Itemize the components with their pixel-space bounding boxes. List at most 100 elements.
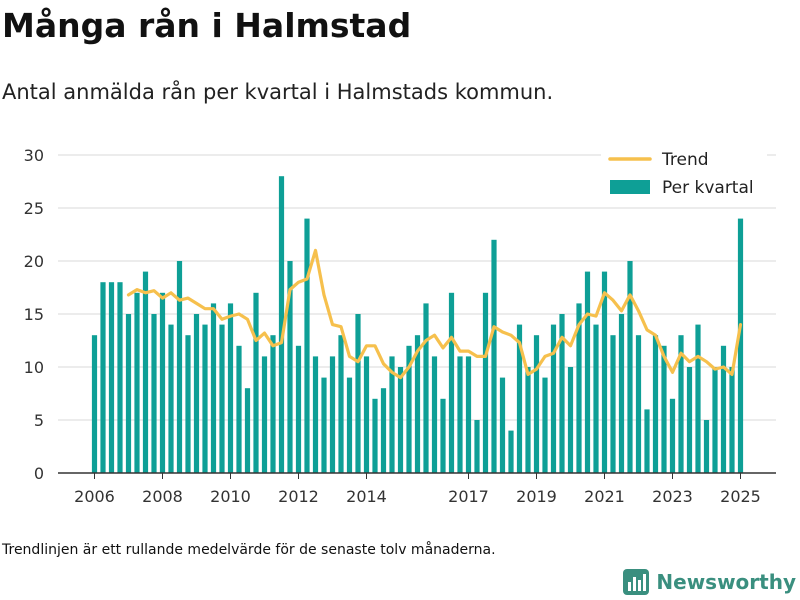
bar[interactable]	[261, 356, 268, 473]
bar[interactable]	[159, 292, 166, 473]
bar[interactable]	[482, 292, 489, 473]
bar[interactable]	[329, 356, 336, 473]
legend-bar-label: Per kvartal	[662, 178, 754, 198]
x-tick-label: 2014	[346, 487, 387, 506]
bar[interactable]	[185, 335, 191, 473]
bar[interactable]	[618, 314, 625, 473]
bar[interactable]	[720, 345, 727, 473]
bar[interactable]	[108, 282, 115, 473]
bar[interactable]	[397, 367, 404, 473]
bar[interactable]	[338, 335, 344, 473]
bar[interactable]	[567, 367, 574, 473]
bar[interactable]	[516, 324, 523, 473]
bar[interactable]	[91, 335, 98, 473]
bar[interactable]	[193, 314, 200, 473]
bar[interactable]	[601, 271, 608, 473]
bar[interactable]	[372, 398, 378, 473]
bar[interactable]	[168, 324, 174, 473]
y-tick-label: 0	[34, 464, 44, 483]
bars	[91, 176, 744, 473]
chart-subtitle: Antal anmälda rån per kvartal i Halmstad…	[2, 80, 554, 104]
bar[interactable]	[448, 292, 455, 473]
bar[interactable]	[278, 176, 285, 473]
bar[interactable]	[737, 218, 744, 473]
footnote: Trendlinjen är ett rullande medelvärde f…	[2, 542, 496, 558]
x-axis: 2006 2008 2010 2012 2014 2017 2019 2021 2023 2025	[58, 472, 776, 506]
bar[interactable]	[295, 345, 302, 473]
y-tick-label: 30	[24, 146, 44, 165]
bar-chart-icon	[623, 569, 650, 595]
bar[interactable]	[134, 292, 140, 473]
bar[interactable]	[584, 271, 591, 473]
bar[interactable]	[550, 324, 557, 473]
brand-logo[interactable]: Newsworthy	[622, 568, 796, 596]
bar[interactable]	[210, 303, 217, 473]
bar[interactable]	[703, 420, 710, 473]
bar[interactable]	[499, 377, 506, 473]
bar[interactable]	[312, 356, 319, 473]
bar[interactable]	[219, 324, 225, 473]
bar[interactable]	[644, 409, 650, 473]
bar[interactable]	[176, 261, 183, 473]
bar[interactable]	[227, 303, 234, 473]
bar[interactable]	[151, 314, 157, 473]
bar[interactable]	[253, 292, 259, 473]
bar[interactable]	[440, 398, 446, 473]
bar[interactable]	[627, 261, 633, 473]
bar[interactable]	[593, 324, 599, 473]
y-tick-label: 25	[24, 199, 44, 218]
bar[interactable]	[610, 335, 616, 473]
bar[interactable]	[406, 345, 412, 473]
bar[interactable]	[508, 430, 514, 473]
y-axis-ticks: 0 5 10 15 20 25 30	[24, 146, 44, 483]
bar[interactable]	[474, 420, 480, 473]
bar[interactable]	[423, 303, 429, 473]
bar[interactable]	[244, 388, 251, 473]
bar[interactable]	[100, 282, 106, 473]
bar[interactable]	[287, 261, 293, 473]
bar[interactable]	[380, 388, 387, 473]
bar[interactable]	[695, 324, 701, 473]
bar[interactable]	[652, 335, 659, 473]
bar[interactable]	[363, 356, 370, 473]
bar[interactable]	[270, 335, 276, 473]
bar[interactable]	[465, 356, 472, 473]
bar[interactable]	[686, 367, 693, 473]
bar[interactable]	[431, 356, 438, 473]
bar[interactable]	[236, 345, 242, 473]
bar[interactable]	[389, 356, 395, 473]
x-tick-label: 2019	[516, 487, 557, 506]
y-tick-label: 20	[24, 252, 44, 271]
bar[interactable]	[729, 367, 735, 473]
bar[interactable]	[669, 398, 676, 473]
bar[interactable]	[533, 335, 540, 473]
bar[interactable]	[712, 367, 718, 473]
bar[interactable]	[457, 356, 463, 473]
bar[interactable]	[559, 314, 565, 473]
bar[interactable]	[678, 335, 684, 473]
trend-line	[126, 248, 743, 380]
brand-name: Newsworthy	[656, 570, 796, 594]
bar[interactable]	[542, 377, 548, 473]
bar[interactable]	[321, 377, 327, 473]
bar[interactable]	[304, 218, 310, 473]
legend: Trend Per kvartal	[601, 145, 767, 205]
chart-title: Många rån i Halmstad	[2, 6, 412, 45]
x-tick-label: 2025	[720, 487, 761, 506]
x-tick-label: 2012	[278, 487, 319, 506]
bar[interactable]	[142, 271, 149, 473]
bar[interactable]	[635, 335, 642, 473]
bar[interactable]	[576, 303, 582, 473]
bar[interactable]	[525, 367, 531, 473]
bar[interactable]	[661, 345, 667, 473]
bar[interactable]	[202, 324, 208, 473]
bar[interactable]	[117, 282, 123, 473]
bar[interactable]	[125, 314, 132, 473]
y-tick-label: 10	[24, 358, 44, 377]
bar[interactable]	[491, 239, 497, 473]
bar[interactable]	[355, 314, 361, 473]
x-tick-label: 2017	[448, 487, 489, 506]
bar[interactable]	[414, 335, 421, 473]
bar[interactable]	[346, 377, 353, 473]
legend-trend-label: Trend	[661, 150, 709, 170]
